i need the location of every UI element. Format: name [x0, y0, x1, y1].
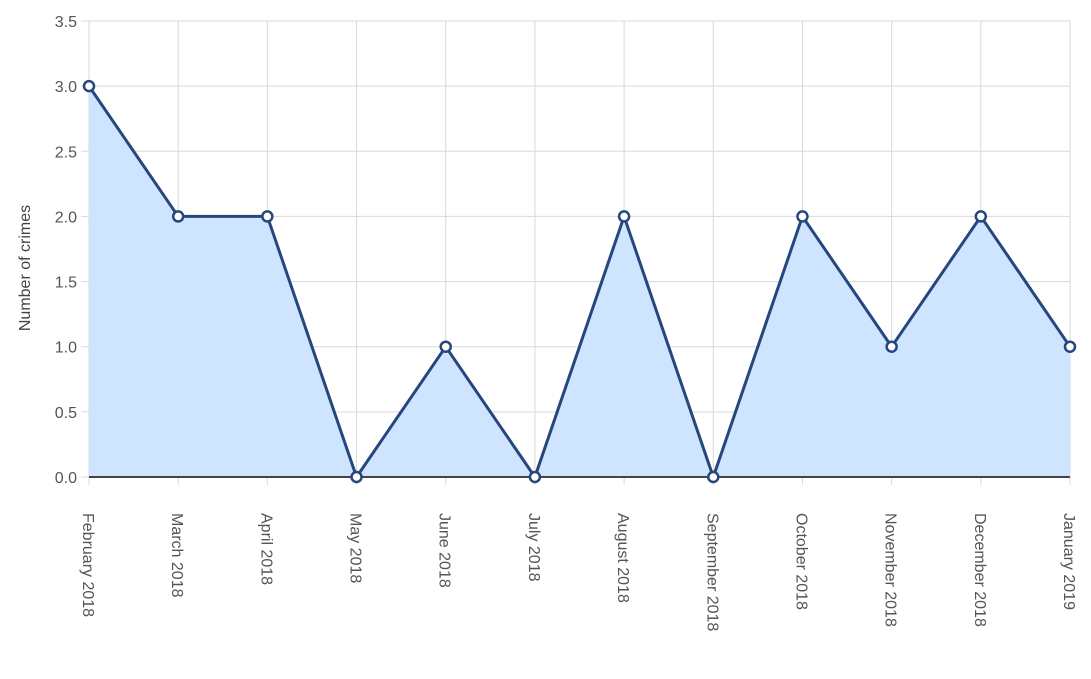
x-tick-label: March 2018: [168, 513, 185, 598]
data-point[interactable]: [352, 472, 362, 482]
data-point[interactable]: [1065, 342, 1075, 352]
x-tick-label: June 2018: [436, 513, 453, 588]
x-tick-label: August 2018: [614, 513, 631, 603]
y-tick-label: 2.0: [55, 209, 77, 226]
data-point[interactable]: [976, 211, 986, 221]
y-tick-label: 1.5: [55, 275, 77, 292]
x-tick-label: September 2018: [703, 513, 720, 631]
y-tick-label: 3.5: [55, 14, 77, 31]
y-tick-label: 3.0: [55, 79, 77, 96]
x-tick-label: May 2018: [347, 513, 364, 583]
x-tick-label: October 2018: [792, 513, 809, 610]
x-tick-label: November 2018: [882, 513, 899, 627]
data-point[interactable]: [530, 472, 540, 482]
data-point[interactable]: [173, 211, 183, 221]
data-point[interactable]: [84, 81, 94, 91]
x-tick-label: February 2018: [79, 513, 96, 617]
data-point[interactable]: [887, 342, 897, 352]
y-tick-label: 1.0: [55, 340, 77, 357]
y-tick-label: 0.5: [55, 405, 77, 422]
x-tick-label: December 2018: [971, 513, 988, 627]
data-point[interactable]: [619, 211, 629, 221]
y-tick-label: 2.5: [55, 144, 77, 161]
y-tick-label: 0.0: [55, 470, 77, 487]
data-point[interactable]: [708, 472, 718, 482]
y-axis-ticks: 0.0 0.5 1.0 1.5 2.0 2.5 3.0 3.5: [55, 14, 77, 487]
data-point[interactable]: [262, 211, 272, 221]
x-axis-ticks: February 2018 March 2018 April 2018 May 201…: [79, 513, 1077, 631]
x-tick-label: January 2019: [1060, 513, 1077, 610]
y-axis-title: Number of crimes: [17, 205, 34, 331]
data-point[interactable]: [441, 342, 451, 352]
x-tick-label: July 2018: [525, 513, 542, 582]
data-point[interactable]: [797, 211, 807, 221]
x-tick-label: April 2018: [257, 513, 274, 585]
